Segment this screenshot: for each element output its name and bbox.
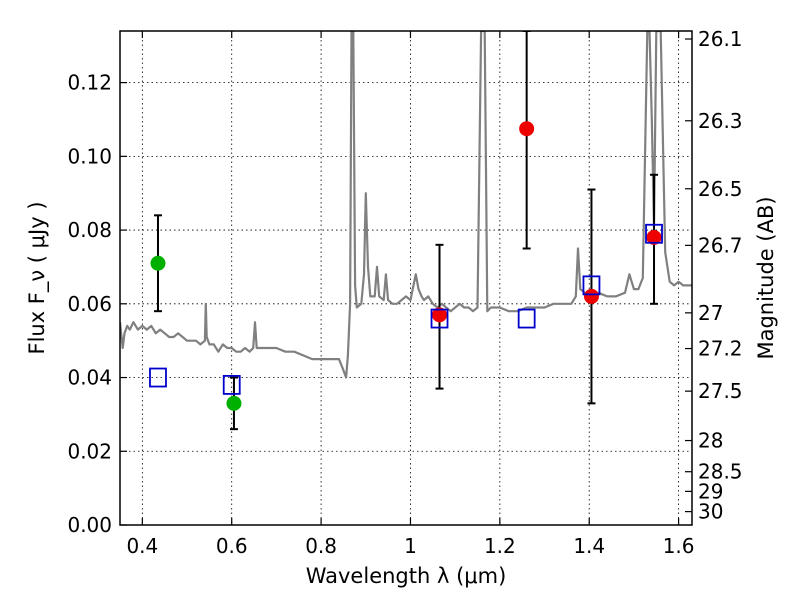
plot-frame [119, 30, 693, 526]
y2-axis-label: Magnitude (AB) [754, 196, 778, 359]
y-tick-label: 0.08 [67, 218, 112, 242]
model-point [222, 375, 241, 395]
y2-tick-label: 26.7 [698, 233, 743, 257]
y-tick-label: 0.02 [67, 439, 112, 463]
y-axis-label: Flux F_ν ( μJy ) [25, 201, 50, 354]
y2-tick-label: 27 [698, 301, 723, 325]
data-point [583, 288, 599, 304]
model-point [517, 308, 536, 329]
y2-tick-label: 27.2 [698, 337, 743, 361]
data-point [519, 121, 535, 137]
y2-tick-label: 26.5 [698, 177, 743, 201]
y-tick-label: 0.12 [67, 71, 112, 95]
data-point [150, 255, 166, 271]
x-tick-label: 1.6 [663, 534, 695, 558]
data-point [226, 395, 242, 411]
y2-tick-label: 26.3 [698, 109, 743, 133]
x-tick-label: 0.8 [305, 534, 337, 558]
y2-tick-label: 29 [698, 479, 723, 503]
data-point [646, 229, 662, 245]
y2-tick-label: 26.1 [698, 27, 743, 51]
y-tick-label: 0.04 [67, 366, 112, 390]
y-tick-label: 0.10 [67, 144, 112, 168]
y2-tick-label: 27.5 [698, 379, 743, 403]
y2-tick-label: 28.5 [698, 460, 743, 484]
axis-ticks: 0.4 0.6 0.8 1 1.2 1.4 1.6 0.00 0.02 0.04 0.06 0.08 0… [67, 27, 742, 558]
y2-tick-label: 28 [698, 429, 723, 453]
data-point [432, 307, 448, 323]
model-point [149, 367, 167, 388]
model-point [582, 275, 601, 296]
y-tick-label: 0.06 [67, 292, 112, 316]
x-tick-label: 1 [404, 534, 417, 558]
x-tick-label: 1.4 [573, 534, 605, 558]
y-tick-label: 0.00 [67, 513, 112, 537]
model-point [645, 223, 663, 244]
plot-clipped [120, 31, 692, 431]
plot-area [120, 31, 692, 431]
x-axis-label: Wavelength λ (μm) [306, 564, 507, 588]
model-point [430, 308, 449, 329]
grid-lines [120, 31, 692, 526]
x-tick-label: 0.6 [216, 534, 248, 558]
y2-tick-label: 30 [698, 500, 723, 524]
x-tick-label: 1.2 [484, 534, 516, 558]
x-tick-label: 0.4 [126, 534, 158, 558]
